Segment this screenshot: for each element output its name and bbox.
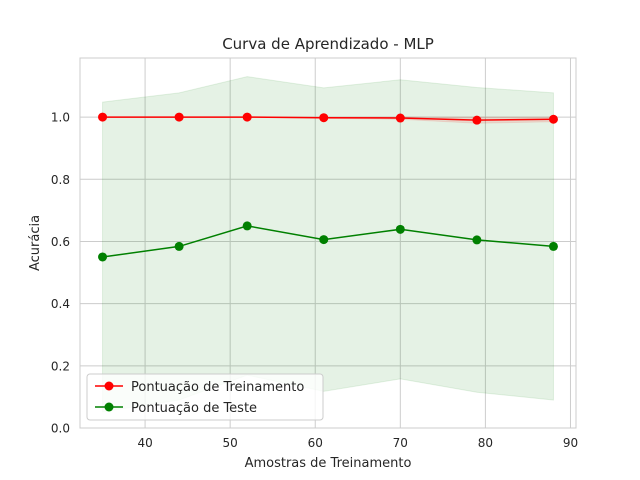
y-tick-label: 0.0 — [51, 422, 70, 436]
confidence-band-1 — [102, 76, 554, 413]
y-axis-ticks: 0.0 0.2 0.4 0.6 0.8 1.0 — [51, 111, 70, 436]
legend: Pontuação de Treinamento Pontuação de Te… — [86, 373, 324, 421]
data-point-series-0 — [548, 114, 558, 124]
data-point-series-0 — [319, 113, 329, 123]
plot-frame — [79, 57, 577, 429]
x-tick-label: 70 — [393, 436, 408, 450]
confidence-bands — [102, 76, 554, 413]
x-tick-label: 80 — [478, 436, 493, 450]
y-tick-label: 1.0 — [51, 111, 70, 125]
y-tick-label: 0.2 — [51, 359, 70, 373]
legend-box — [86, 373, 324, 421]
x-tick-label: 40 — [137, 436, 152, 450]
x-tick-label: 90 — [563, 436, 578, 450]
data-point-series-0 — [472, 115, 482, 125]
y-tick-label: 0.8 — [51, 173, 70, 187]
series-points — [98, 112, 558, 262]
legend-label-train: Pontuação de Treinamento — [131, 380, 304, 395]
data-point-series-0 — [174, 112, 184, 122]
data-point-series-1 — [472, 235, 482, 245]
legend-marker-test — [104, 402, 114, 412]
data-point-series-1 — [395, 224, 405, 234]
data-point-series-1 — [242, 221, 252, 231]
data-point-series-1 — [548, 241, 558, 251]
legend-marker-train — [104, 381, 114, 391]
y-tick-label: 0.4 — [51, 297, 70, 311]
data-point-series-0 — [242, 112, 252, 122]
data-point-series-1 — [319, 235, 329, 245]
chart-title: Curva de Aprendizado - MLP — [222, 35, 434, 53]
data-point-series-0 — [98, 112, 108, 122]
x-tick-label: 60 — [308, 436, 323, 450]
y-axis-label: Acurácia — [28, 215, 43, 271]
x-axis-ticks: 40 50 60 70 80 90 — [137, 436, 578, 450]
data-point-series-1 — [98, 252, 108, 262]
legend-label-test: Pontuação de Teste — [131, 401, 257, 416]
data-point-series-0 — [395, 113, 405, 123]
x-tick-label: 50 — [223, 436, 238, 450]
data-point-series-1 — [174, 241, 184, 251]
y-tick-label: 0.6 — [51, 235, 70, 249]
x-axis-label: Amostras de Treinamento — [245, 456, 412, 471]
